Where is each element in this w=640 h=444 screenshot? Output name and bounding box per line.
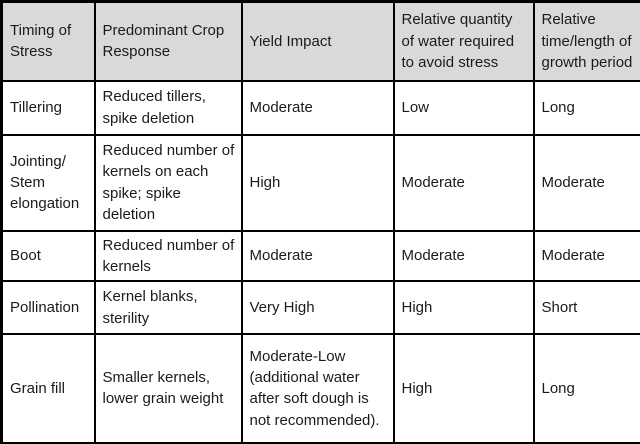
table-row-jointing-stem-elongation: Jointing/ Stem elongation Reduced number… (0, 133, 640, 232)
table-cell: Very High (240, 280, 395, 336)
header-cell-predominant-crop-response: Predominant Crop Response (93, 0, 243, 82)
table-cell: Reduced tillers, spike deletion (93, 79, 243, 136)
table-cell: Short (532, 280, 640, 336)
header-cell-yield-impact: Yield Impact (240, 0, 395, 82)
table-cell: Low (392, 79, 535, 136)
table-cell: Reduced number of kernels on each spike;… (93, 133, 243, 232)
table-cell: Long (532, 333, 640, 444)
table-cell: High (392, 333, 535, 444)
table-cell: Moderate (532, 133, 640, 232)
header-cell-timing-of-stress: Timing of Stress (0, 0, 96, 82)
table-row-tillering: Tillering Reduced tillers, spike deletio… (0, 79, 640, 136)
table-cell: Moderate (240, 229, 395, 283)
table-cell: Moderate (392, 229, 535, 283)
table-cell: Moderate (240, 79, 395, 136)
table-cell: Reduced number of kernels (93, 229, 243, 283)
table-cell: Smaller kernels, lower grain weight (93, 333, 243, 444)
table-cell: Tillering (0, 79, 96, 136)
table-cell: Moderate (532, 229, 640, 283)
table-row-grain-fill: Grain fill Smaller kernels, lower grain … (0, 333, 640, 444)
table-row-pollination: Pollination Kernel blanks, sterility Ver… (0, 280, 640, 336)
table-cell: Grain fill (0, 333, 96, 444)
table-cell: Moderate (392, 133, 535, 232)
table-row-boot: Boot Reduced number of kernels Moderate … (0, 229, 640, 283)
table-cell: Boot (0, 229, 96, 283)
table-cell: High (240, 133, 395, 232)
table-cell: Pollination (0, 280, 96, 336)
header-cell-relative-growth-period: Relative time/length of growth period (532, 0, 640, 82)
table-cell: High (392, 280, 535, 336)
header-row: Timing of Stress Predominant Crop Respon… (0, 0, 640, 82)
table-cell: Moderate-Low (additional water after sof… (240, 333, 395, 444)
header-cell-relative-water-quantity: Relative quantity of water required to a… (392, 0, 535, 82)
table-cell: Kernel blanks, sterility (93, 280, 243, 336)
table-cell: Jointing/ Stem elongation (0, 133, 96, 232)
table-cell: Long (532, 79, 640, 136)
